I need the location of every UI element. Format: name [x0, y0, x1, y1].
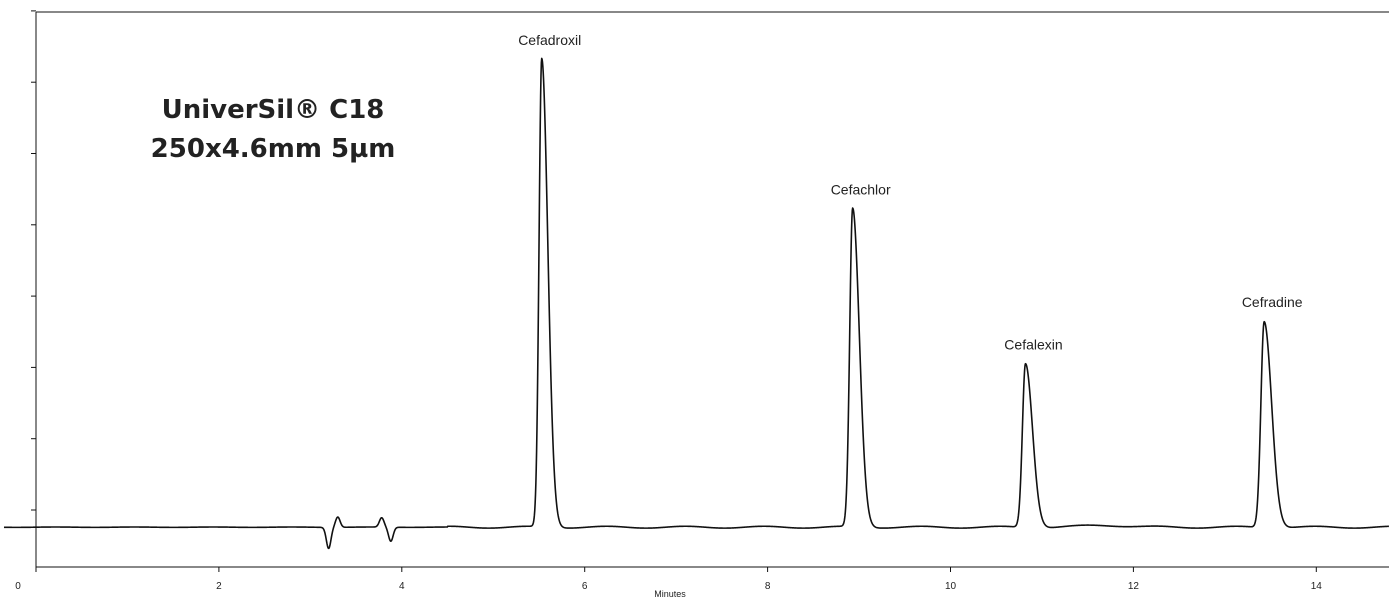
peak-label-cefradine: Cefradine — [1242, 294, 1303, 310]
peak-label-cefachlor: Cefachlor — [831, 182, 891, 198]
peak-label-cefalexin: Cefalexin — [1004, 336, 1062, 352]
peak-label-cefadroxil: Cefadroxil — [518, 32, 581, 48]
x-tick-label: 10 — [945, 581, 957, 592]
x-tick-label: 8 — [765, 581, 771, 592]
x-axis-title: Minutes — [654, 589, 686, 599]
x-tick-label: 14 — [1311, 581, 1323, 592]
x-tick-label: 0 — [15, 581, 21, 592]
peak-labels: Cefadroxil Cefachlor Cefalexin Cefradine — [518, 32, 1303, 352]
chart-title-line-1: UniverSil® C18 — [162, 95, 385, 125]
axes — [35, 11, 1389, 568]
chromatogram-trace — [3, 57, 1389, 550]
x-tick-label: 12 — [1128, 581, 1140, 592]
x-tick-label: 2 — [216, 581, 222, 592]
ticks: 0 2 4 6 8 10 12 14 — [15, 10, 1323, 592]
chart-title-line-2: 250x4.6mm 5µm — [151, 134, 396, 164]
x-tick-label: 6 — [582, 581, 588, 592]
x-tick-label: 4 — [399, 581, 405, 592]
